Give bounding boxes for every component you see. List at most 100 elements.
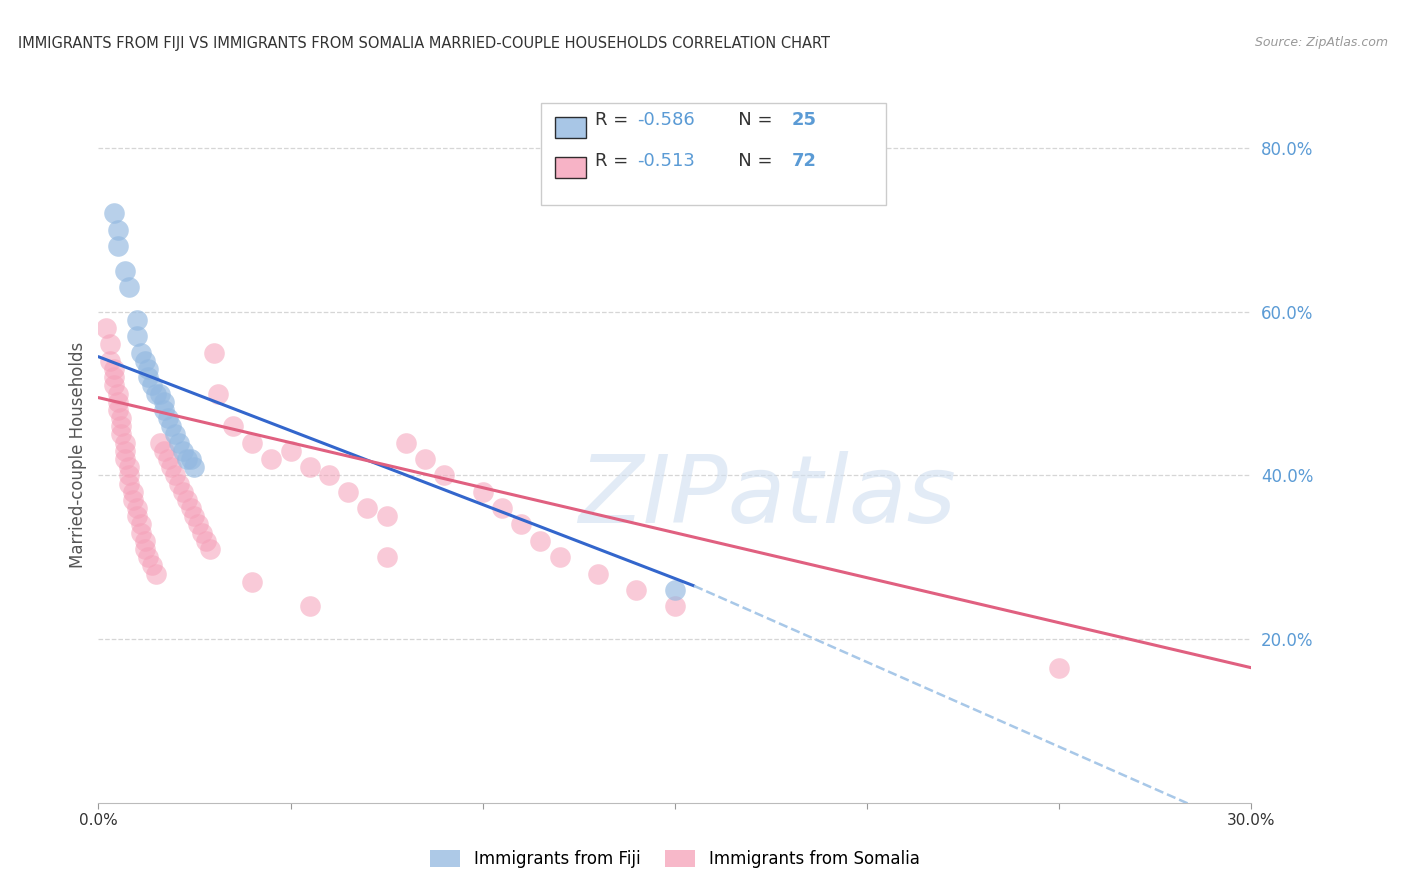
Text: -0.513: -0.513 [637, 152, 695, 169]
Text: 72: 72 [792, 152, 817, 169]
Point [129, 525, 152, 540]
Point [134, 533, 156, 548]
Point [413, 452, 436, 467]
Point [103, 378, 125, 392]
Point [176, 492, 198, 507]
Point [118, 476, 141, 491]
Point [318, 468, 340, 483]
Point [107, 386, 129, 401]
Point [191, 525, 214, 540]
Point [125, 501, 148, 516]
Point [207, 386, 229, 401]
Point [152, 443, 174, 458]
Point [298, 460, 321, 475]
Point [118, 280, 141, 294]
Point [110, 427, 132, 442]
Point [356, 501, 378, 516]
Point [375, 509, 398, 524]
Point [94, 321, 117, 335]
Point [160, 460, 183, 475]
Point [165, 427, 187, 442]
Text: N =: N = [721, 152, 779, 169]
Y-axis label: Married-couple Households: Married-couple Households [69, 342, 87, 568]
Point [129, 517, 152, 532]
Point [118, 468, 141, 483]
Point [98, 337, 121, 351]
Point [134, 542, 156, 557]
Point [187, 517, 209, 532]
Point [375, 550, 398, 565]
Point [183, 509, 205, 524]
Point [395, 435, 418, 450]
Point [114, 264, 136, 278]
Point [160, 419, 183, 434]
Point [138, 362, 160, 376]
Point [129, 345, 152, 359]
Point [510, 517, 533, 532]
Point [180, 452, 202, 467]
Point [167, 476, 190, 491]
Point [141, 378, 163, 392]
Point [145, 566, 167, 581]
Point [172, 484, 194, 499]
Point [110, 419, 132, 434]
Legend: Immigrants from Fiji, Immigrants from Somalia: Immigrants from Fiji, Immigrants from So… [423, 843, 927, 875]
Point [491, 501, 513, 516]
Point [172, 443, 194, 458]
Point [529, 533, 551, 548]
Point [471, 484, 494, 499]
Text: -0.586: -0.586 [637, 112, 695, 129]
Point [125, 329, 148, 343]
Point [122, 484, 145, 499]
Point [149, 386, 172, 401]
Point [152, 394, 174, 409]
Text: 25: 25 [792, 112, 817, 129]
Point [626, 582, 648, 597]
Point [149, 435, 172, 450]
Point [125, 509, 148, 524]
Point [664, 599, 686, 614]
Point [195, 533, 218, 548]
Point [260, 452, 283, 467]
Point [433, 468, 456, 483]
Text: IMMIGRANTS FROM FIJI VS IMMIGRANTS FROM SOMALIA MARRIED-COUPLE HOUSEHOLDS CORREL: IMMIGRANTS FROM FIJI VS IMMIGRANTS FROM … [18, 36, 831, 51]
Text: ZIPatlas: ZIPatlas [578, 451, 956, 542]
Point [586, 566, 609, 581]
Point [548, 550, 571, 565]
Point [176, 452, 198, 467]
Point [114, 443, 136, 458]
Text: N =: N = [721, 112, 779, 129]
Point [198, 542, 221, 557]
Point [125, 313, 148, 327]
Point [134, 353, 156, 368]
Point [156, 411, 179, 425]
Point [122, 492, 145, 507]
Point [138, 550, 160, 565]
Point [1047, 661, 1070, 675]
Point [202, 345, 225, 359]
Point [141, 558, 163, 573]
Point [114, 435, 136, 450]
Point [145, 386, 167, 401]
Point [138, 370, 160, 384]
Point [103, 370, 125, 384]
Point [103, 206, 125, 220]
Point [114, 452, 136, 467]
Point [107, 223, 129, 237]
Point [107, 403, 129, 417]
Text: R =: R = [595, 112, 634, 129]
Point [183, 460, 205, 475]
Point [222, 419, 245, 434]
Point [180, 501, 202, 516]
Point [107, 239, 129, 253]
Point [240, 574, 263, 589]
Text: R =: R = [595, 152, 634, 169]
Point [165, 468, 187, 483]
Point [167, 435, 190, 450]
Point [664, 582, 686, 597]
Point [156, 452, 179, 467]
Point [103, 362, 125, 376]
Point [118, 460, 141, 475]
Point [107, 394, 129, 409]
Point [298, 599, 321, 614]
